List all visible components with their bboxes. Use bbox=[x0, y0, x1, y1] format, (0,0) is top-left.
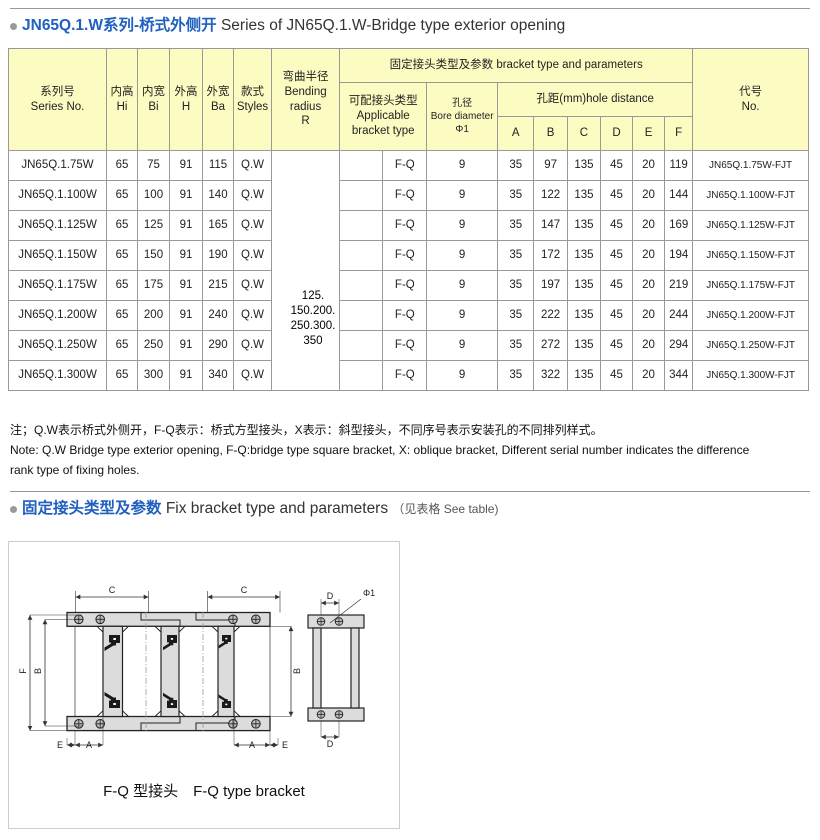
svg-text:B: B bbox=[292, 668, 302, 674]
svg-text:Φ1: Φ1 bbox=[363, 588, 375, 598]
svg-text:D: D bbox=[327, 591, 334, 601]
svg-text:E: E bbox=[57, 740, 63, 750]
svg-text:D: D bbox=[327, 739, 334, 749]
svg-text:A: A bbox=[249, 740, 255, 750]
svg-text:B: B bbox=[33, 668, 43, 674]
svg-text:C: C bbox=[241, 585, 248, 595]
svg-text:A: A bbox=[86, 740, 92, 750]
svg-text:F: F bbox=[18, 668, 28, 674]
svg-text:E: E bbox=[282, 740, 288, 750]
svg-text:F-Q 型接头 F-Q type bracket: F-Q 型接头 F-Q type bracket bbox=[103, 783, 306, 800]
svg-text:C: C bbox=[109, 585, 116, 595]
